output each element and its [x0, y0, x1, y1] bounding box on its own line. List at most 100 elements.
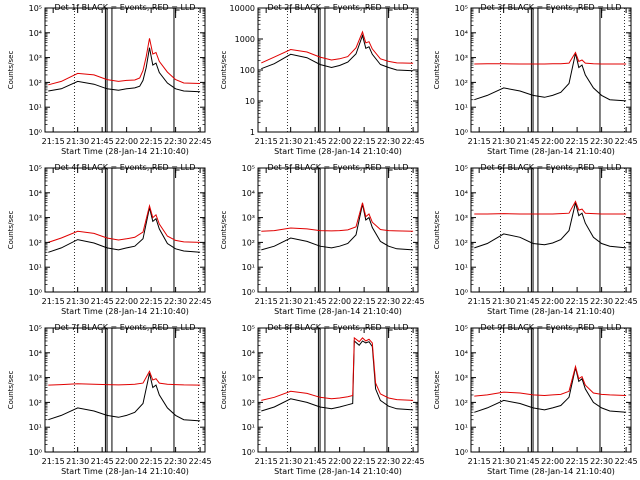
chart-panel-2: 1 10 100 1000 10000 21:15 21:30 21:45 22:00 22:15… — [220, 3, 425, 156]
y-tick-label: 10⁵ — [455, 164, 468, 173]
x-axis-label: Start Time (28-Jan-14 21:10:40) — [274, 147, 402, 156]
y-tick-label: 10³ — [455, 54, 468, 63]
x-tick-label: 22:15 — [566, 297, 589, 306]
x-tick-label: 21:45 — [304, 137, 327, 146]
plot-frame — [44, 327, 206, 453]
y-tick-label: 1000 — [235, 35, 255, 44]
y-axis-label: Counts/sec — [7, 51, 15, 90]
y-tick-label: 10³ — [29, 54, 42, 63]
x-tick-label: 22:15 — [566, 457, 589, 466]
x-tick-label: 22:00 — [115, 457, 138, 466]
x-tick-label: 22:00 — [115, 297, 138, 306]
y-tick-label: 10⁴ — [242, 349, 255, 358]
x-tick-label: 22:00 — [115, 137, 138, 146]
plot-frame — [257, 7, 419, 133]
x-tick-label: 22:15 — [353, 297, 376, 306]
x-tick-label: 22:45 — [615, 457, 638, 466]
y-tick-label: 10⁴ — [29, 189, 42, 198]
x-tick-label: 22:45 — [189, 457, 212, 466]
y-tick-label: 10⁰ — [455, 128, 468, 137]
x-tick-label: 21:45 — [517, 137, 540, 146]
x-tick-label: 21:15 — [468, 297, 491, 306]
x-tick-label: 22:30 — [590, 297, 613, 306]
y-tick-label: 10² — [242, 238, 255, 247]
y-tick-label: 10³ — [29, 214, 42, 223]
x-tick-label: 22:45 — [402, 137, 425, 146]
series-line-lld — [48, 203, 201, 243]
y-tick-label: 10⁴ — [242, 189, 255, 198]
x-tick-label: 21:15 — [42, 457, 65, 466]
x-tick-label: 21:45 — [91, 297, 114, 306]
x-tick-label: 22:30 — [377, 457, 400, 466]
series-line-events — [261, 203, 414, 251]
y-tick-label: 10² — [455, 78, 468, 87]
x-tick-label: 21:30 — [492, 457, 515, 466]
chart-title: Det 1f BLACK = Events, RED = LLD — [54, 3, 195, 12]
y-tick-label: 10¹ — [455, 423, 468, 432]
x-tick-label: 21:45 — [517, 297, 540, 306]
y-tick-label: 10³ — [455, 214, 468, 223]
y-tick-label: 10³ — [29, 374, 42, 383]
y-tick-label: 10⁴ — [455, 29, 468, 38]
x-axis-label: Start Time (28-Jan-14 21:10:40) — [487, 307, 615, 316]
y-tick-label: 10¹ — [29, 263, 42, 272]
y-tick-label: 10⁴ — [455, 189, 468, 198]
y-tick-label: 10³ — [242, 374, 255, 383]
y-tick-label: 10¹ — [455, 103, 468, 112]
x-tick-label: 22:45 — [189, 137, 212, 146]
x-tick-label: 22:30 — [590, 457, 613, 466]
series-line-events — [261, 33, 414, 72]
y-tick-label: 10⁵ — [455, 324, 468, 333]
series-line-events — [261, 339, 414, 412]
y-axis-label: Counts/sec — [220, 211, 228, 250]
x-axis-label: Start Time (28-Jan-14 21:10:40) — [487, 467, 615, 476]
chart-title: Det 5f BLACK = Events, RED = LLD — [267, 163, 408, 172]
y-tick-label: 10¹ — [242, 263, 255, 272]
y-axis-label: Counts/sec — [220, 51, 228, 90]
x-axis-label: Start Time (28-Jan-14 21:10:40) — [487, 147, 615, 156]
plot-frame — [257, 327, 419, 453]
x-tick-label: 22:30 — [164, 457, 187, 466]
x-tick-label: 22:00 — [328, 297, 351, 306]
plot-frame — [44, 167, 206, 293]
y-tick-label: 10000 — [230, 4, 255, 13]
y-tick-label: 10⁵ — [242, 164, 255, 173]
chart-title: Det 2f BLACK = Events, RED = LLD — [267, 3, 408, 12]
y-tick-label: 10⁵ — [455, 4, 468, 13]
series-line-lld — [474, 200, 627, 215]
series-line-lld — [261, 336, 414, 401]
x-tick-label: 21:45 — [91, 137, 114, 146]
y-tick-label: 10⁰ — [242, 288, 255, 297]
x-tick-label: 21:45 — [91, 457, 114, 466]
x-tick-label: 22:45 — [615, 137, 638, 146]
x-tick-label: 21:30 — [279, 297, 302, 306]
y-tick-label: 10⁴ — [29, 349, 42, 358]
y-tick-label: 10⁵ — [29, 324, 42, 333]
x-tick-label: 22:00 — [541, 457, 564, 466]
y-tick-label: 10⁰ — [29, 448, 42, 457]
y-tick-label: 10² — [29, 238, 42, 247]
y-tick-label: 10¹ — [29, 423, 42, 432]
y-axis-label: Counts/sec — [220, 371, 228, 410]
y-tick-label: 10² — [242, 398, 255, 407]
x-axis-label: Start Time (28-Jan-14 21:10:40) — [274, 467, 402, 476]
y-tick-label: 10² — [29, 398, 42, 407]
y-tick-label: 10¹ — [455, 263, 468, 272]
x-tick-label: 22:00 — [541, 137, 564, 146]
x-tick-label: 22:15 — [140, 137, 163, 146]
plot-frame — [44, 7, 206, 133]
y-axis-label: Counts/sec — [433, 51, 441, 90]
plot-frame — [470, 167, 632, 293]
x-tick-label: 22:00 — [541, 297, 564, 306]
x-axis-label: Start Time (28-Jan-14 21:10:40) — [274, 307, 402, 316]
plot-frame — [257, 167, 419, 293]
x-tick-label: 21:30 — [279, 137, 302, 146]
chart-title: Det 9f BLACK = Events, RED = LLD — [480, 323, 621, 332]
y-tick-label: 10¹ — [242, 423, 255, 432]
x-tick-label: 21:15 — [255, 457, 278, 466]
